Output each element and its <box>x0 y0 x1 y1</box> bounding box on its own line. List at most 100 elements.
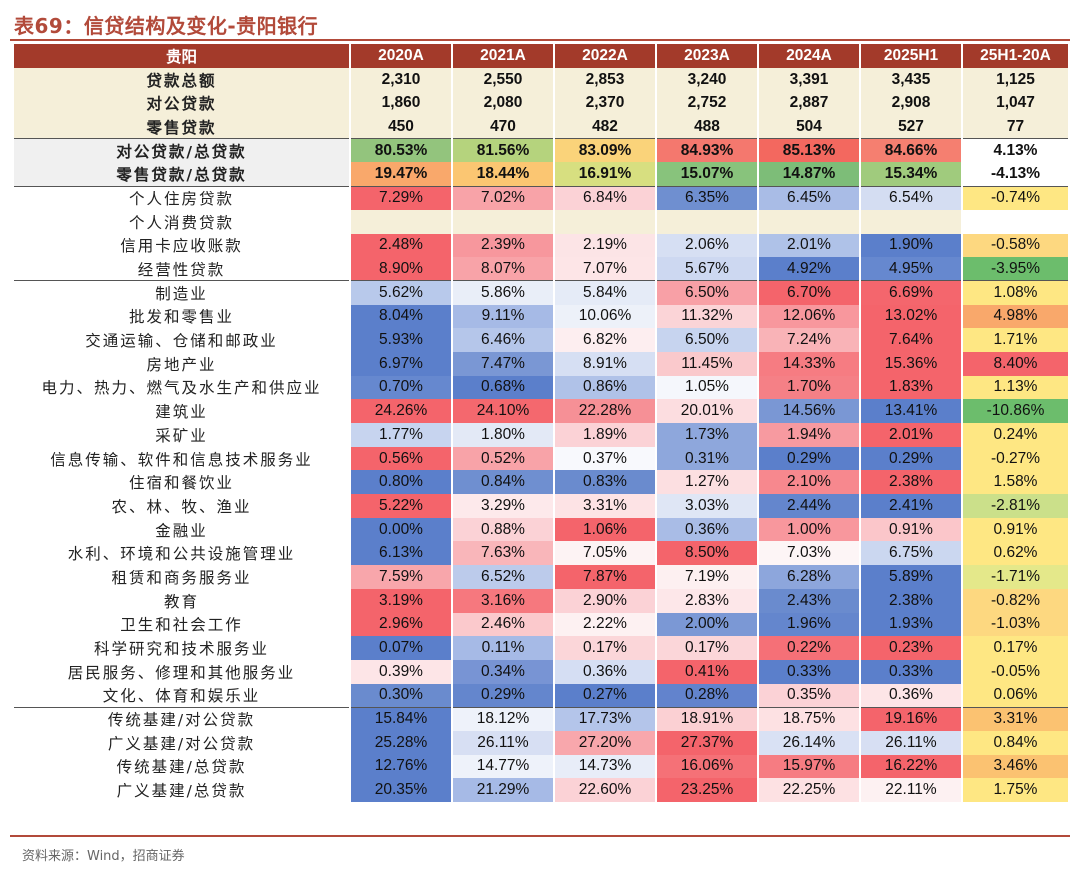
table-cell: 0.33% <box>860 659 963 684</box>
table-cell: 18.12% <box>452 706 555 731</box>
table-cell: 2,550 <box>452 67 555 92</box>
row-label: 广义基建/总贷款 <box>14 778 351 802</box>
table-cell: 6.75% <box>860 541 963 566</box>
table-cell: 18.91% <box>656 706 759 731</box>
table-cell: 16.06% <box>656 754 759 779</box>
table-row: 对公贷款 1,860 2,080 2,370 2,752 2,887 2,908 1,047 <box>14 91 1068 116</box>
table-cell: 2.38% <box>860 470 963 495</box>
row-label: 水利、环境和公共设施管理业 <box>14 541 351 566</box>
table-row: 住宿和餐饮业 0.80% 0.84% 0.83% 1.27% 2.10% 2.38% 1.58… <box>14 470 1068 495</box>
table-cell: 450 <box>350 115 453 139</box>
table-row: 经营性贷款 8.90% 8.07% 7.07% 5.67% 4.92% 4.95% -3.95… <box>14 257 1068 281</box>
table-cell: 527 <box>860 115 963 139</box>
table-cell: 27.37% <box>656 730 759 755</box>
table-cell: 20.35% <box>350 778 453 802</box>
table-row: 个人住房贷款 7.29% 7.02% 6.84% 6.35% 6.45% 6.54% -0.7… <box>14 185 1068 210</box>
table-cell: 0.29% <box>860 446 963 471</box>
table-cell: 1.08% <box>962 280 1068 305</box>
table-cell: 7.05% <box>554 541 657 566</box>
table-cell: 22.11% <box>860 778 963 802</box>
table-cell: 3.46% <box>962 754 1068 779</box>
table-cell: 18.44% <box>452 162 555 187</box>
table-cell: 16.91% <box>554 162 657 187</box>
table-cell <box>554 209 657 234</box>
table-cell: 2.44% <box>758 494 861 518</box>
row-label: 卫生和社会工作 <box>14 612 351 637</box>
table-cell: 3,391 <box>758 67 861 92</box>
table-cell: 0.84% <box>962 730 1068 755</box>
table-cell: -4.13% <box>962 162 1068 187</box>
table-cell: 0.23% <box>860 636 963 660</box>
header-col-7: 25H1-20A <box>962 44 1068 68</box>
table-cell: 0.17% <box>554 636 657 660</box>
table-cell: 8.91% <box>554 351 657 376</box>
table-cell: 0.11% <box>452 636 555 660</box>
table-cell: 0.41% <box>656 659 759 684</box>
header-col-2: 2021A <box>452 44 555 68</box>
table-cell: 1.77% <box>350 423 453 447</box>
table-cell: 1.27% <box>656 470 759 495</box>
table-cell: 14.33% <box>758 351 861 376</box>
table-cell: 84.93% <box>656 138 759 163</box>
header-col-1: 2020A <box>350 44 453 68</box>
table-cell: 1.13% <box>962 375 1068 400</box>
table-cell: 11.45% <box>656 351 759 376</box>
table-cell: 0.80% <box>350 470 453 495</box>
table-cell: 9.11% <box>452 304 555 329</box>
table-cell: 1.89% <box>554 423 657 447</box>
table-cell: 1.90% <box>860 233 963 258</box>
row-label: 教育 <box>14 588 351 613</box>
table-cell: 27.20% <box>554 730 657 755</box>
table-cell: 7.63% <box>452 541 555 566</box>
table-cell: 1.80% <box>452 423 555 447</box>
table-row: 贷款总额 2,310 2,550 2,853 3,240 3,391 3,435 1,125 <box>14 67 1068 92</box>
table-cell: 0.70% <box>350 375 453 400</box>
table-cell: 13.02% <box>860 304 963 329</box>
table-cell: 0.17% <box>656 636 759 660</box>
table-cell: 0.30% <box>350 683 453 708</box>
table-row: 卫生和社会工作 2.96% 2.46% 2.22% 2.00% 1.96% 1.93% -1.… <box>14 612 1068 637</box>
table-row: 水利、环境和公共设施管理业 6.13% 7.63% 7.05% 8.50% 7.03% 6.… <box>14 541 1068 566</box>
table-cell: 22.60% <box>554 778 657 802</box>
table-cell <box>656 209 759 234</box>
table-cell: 7.03% <box>758 541 861 566</box>
table-row: 信息传输、软件和信息技术服务业 0.56% 0.52% 0.37% 0.31% 0.29%… <box>14 446 1068 471</box>
table-cell: 15.97% <box>758 754 861 779</box>
row-label: 电力、热力、燃气及水生产和供应业 <box>14 375 351 400</box>
table-cell: 0.00% <box>350 517 453 542</box>
row-label: 传统基建/总贷款 <box>14 754 351 779</box>
table-cell: 2.83% <box>656 588 759 613</box>
table-cell: 7.19% <box>656 565 759 589</box>
table-cell: 3,435 <box>860 67 963 92</box>
table-cell: 5.84% <box>554 280 657 305</box>
row-label: 交通运输、仓储和邮政业 <box>14 328 351 352</box>
table-cell: 2.19% <box>554 233 657 258</box>
table-cell: 0.36% <box>554 659 657 684</box>
header-col-4: 2023A <box>656 44 759 68</box>
table-cell: 1.05% <box>656 375 759 400</box>
table-cell: 2.06% <box>656 233 759 258</box>
table-cell: 8.90% <box>350 257 453 281</box>
table-row: 个人消费贷款 <box>14 209 1068 234</box>
table-cell: 6.50% <box>656 280 759 305</box>
table-cell: 20.01% <box>656 399 759 423</box>
row-label: 广义基建/对公贷款 <box>14 730 351 755</box>
row-label: 文化、体育和娱乐业 <box>14 683 351 708</box>
table-cell: 84.66% <box>860 138 963 163</box>
table-cell: 6.70% <box>758 280 861 305</box>
table-cell: 2,310 <box>350 67 453 92</box>
table-row: 电力、热力、燃气及水生产和供应业 0.70% 0.68% 0.86% 1.05% 1.70… <box>14 375 1068 400</box>
table-cell: 0.84% <box>452 470 555 495</box>
row-label: 对公贷款/总贷款 <box>14 138 351 163</box>
table-cell: 7.87% <box>554 565 657 589</box>
table-cell: 6.28% <box>758 565 861 589</box>
table-row: 交通运输、仓储和邮政业 5.93% 6.46% 6.82% 6.50% 7.24% 7.64… <box>14 328 1068 352</box>
row-label: 零售贷款 <box>14 115 351 139</box>
table-row: 金融业 0.00% 0.88% 1.06% 0.36% 1.00% 0.91% 0.91% <box>14 517 1068 542</box>
row-label: 金融业 <box>14 517 351 542</box>
table-cell: 0.27% <box>554 683 657 708</box>
table-cell: 0.36% <box>860 683 963 708</box>
table-title: 表69：信贷结构及变化-贵阳银行 <box>14 14 319 38</box>
table-cell: 3.19% <box>350 588 453 613</box>
table-cell: 2,080 <box>452 91 555 116</box>
